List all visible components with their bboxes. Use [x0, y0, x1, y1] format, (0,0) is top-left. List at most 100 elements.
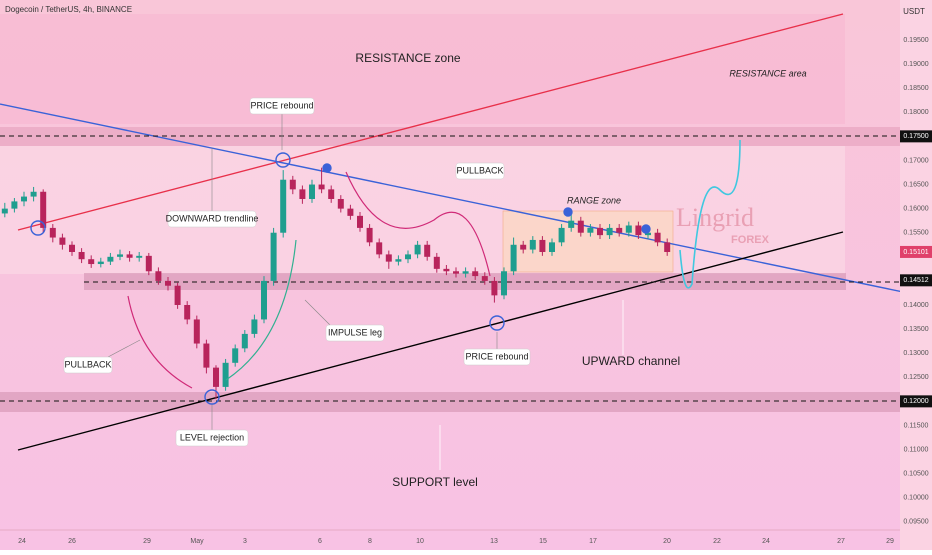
candle-body [587, 227, 594, 233]
candle-body [11, 201, 18, 209]
annotation: RESISTANCE zone [355, 51, 460, 65]
x-tick-label: 17 [589, 538, 597, 545]
mid-region [0, 146, 845, 274]
y-tick-label: 0.18000 [903, 109, 928, 116]
watermark: Lingrid [676, 203, 754, 232]
label-box [63, 356, 113, 374]
x-tick-label: 29 [143, 538, 151, 545]
y-tick-label: 0.19000 [903, 61, 928, 68]
candle-body [270, 232, 277, 281]
x-tick-label: 3 [243, 538, 247, 545]
annotation: IMPULSE leg [328, 327, 382, 337]
resistance-line [17, 13, 844, 231]
currency: USDT [903, 7, 925, 16]
annotation: PULLBACK [64, 359, 111, 369]
price-label: 0.14512 [903, 277, 928, 284]
candle-body [357, 215, 363, 228]
markers [30, 152, 651, 405]
x-tick-label: 13 [490, 538, 498, 545]
annotation: LEVEL rejection [180, 432, 244, 442]
candle-body [376, 242, 383, 255]
arrows [107, 114, 741, 470]
candle-body [184, 304, 191, 320]
label-box [175, 429, 249, 447]
candle-body [78, 251, 85, 260]
resistance-region [0, 14, 845, 124]
annotation: SUPPORT level [392, 475, 478, 489]
x-tick-label: 10 [416, 538, 424, 545]
candle-body [126, 254, 133, 258]
label-box [249, 97, 315, 115]
annotation: RANGE zone [567, 195, 621, 205]
candle-body [472, 271, 479, 277]
x-tick-label: 6 [318, 538, 322, 545]
candle-body [328, 189, 335, 199]
label-box [325, 324, 385, 342]
candle-body [520, 244, 527, 250]
candle-body [289, 179, 296, 190]
price-label: 0.17500 [903, 133, 928, 140]
candle-body [261, 280, 267, 320]
candle-body [539, 239, 546, 252]
y-tick-label: 0.13000 [903, 350, 928, 357]
candle-body [69, 244, 75, 252]
candle-body [30, 191, 37, 197]
price-label-box [900, 130, 932, 143]
price-label-box [900, 245, 932, 258]
x-tick-label: 29 [886, 538, 894, 545]
candle-body [251, 319, 258, 334]
price-label-box [900, 395, 932, 408]
candle-body [481, 276, 488, 281]
label-box [455, 162, 505, 180]
x-tick-label: May [190, 538, 204, 545]
candle-body [395, 259, 402, 262]
y-tick-label: 0.16000 [903, 205, 928, 212]
range-box [502, 210, 674, 273]
candle-body [232, 348, 239, 363]
y-tick-label: 0.14000 [903, 302, 928, 309]
annotation: PULLBACK [456, 165, 503, 175]
candle-body [21, 196, 27, 202]
candle-body [88, 259, 95, 265]
candle-body [424, 244, 431, 257]
candle-body [385, 254, 392, 262]
price-label: 0.12000 [903, 398, 928, 405]
candle-body [366, 227, 373, 243]
candle-body [625, 225, 632, 233]
y-tick-label: 0.13500 [903, 326, 928, 333]
axis-labels: 0.09500 0.10000 0.10500 0.11000 0.11500 0.125… [18, 37, 932, 545]
annotation: RESISTANCE area [729, 68, 806, 78]
candle-body [155, 271, 162, 281]
x-tick-label: 15 [539, 538, 547, 545]
x-tick-label: 22 [713, 538, 721, 545]
y-tick-label: 0.19500 [903, 37, 928, 44]
label-box [167, 210, 257, 228]
candle-body [165, 280, 171, 286]
candle-body [433, 256, 440, 269]
x-tick-label: 26 [68, 538, 76, 545]
x-tick-label: 24 [18, 538, 26, 545]
candle-body [309, 184, 315, 199]
x-tick-label: 27 [837, 538, 845, 545]
candle-body [645, 232, 651, 236]
candle-body [664, 242, 671, 252]
watermark-sub: FOREX [731, 234, 770, 246]
candle-body [616, 227, 623, 233]
candle-body [443, 268, 450, 272]
candle-body [280, 179, 287, 233]
y-tick-label: 0.11500 [904, 422, 929, 429]
y-tick-label: 0.12500 [903, 374, 928, 381]
candle-body [222, 362, 229, 387]
candle-body [635, 225, 642, 236]
candle-body [241, 333, 248, 349]
candle-body [117, 254, 123, 257]
candle-body [193, 319, 200, 344]
candle-body [49, 227, 56, 238]
y-tick-label: 0.17000 [903, 157, 928, 164]
label-box [463, 348, 531, 366]
candle-body [491, 280, 498, 296]
candle-body [174, 285, 181, 305]
candle-body [318, 184, 325, 190]
